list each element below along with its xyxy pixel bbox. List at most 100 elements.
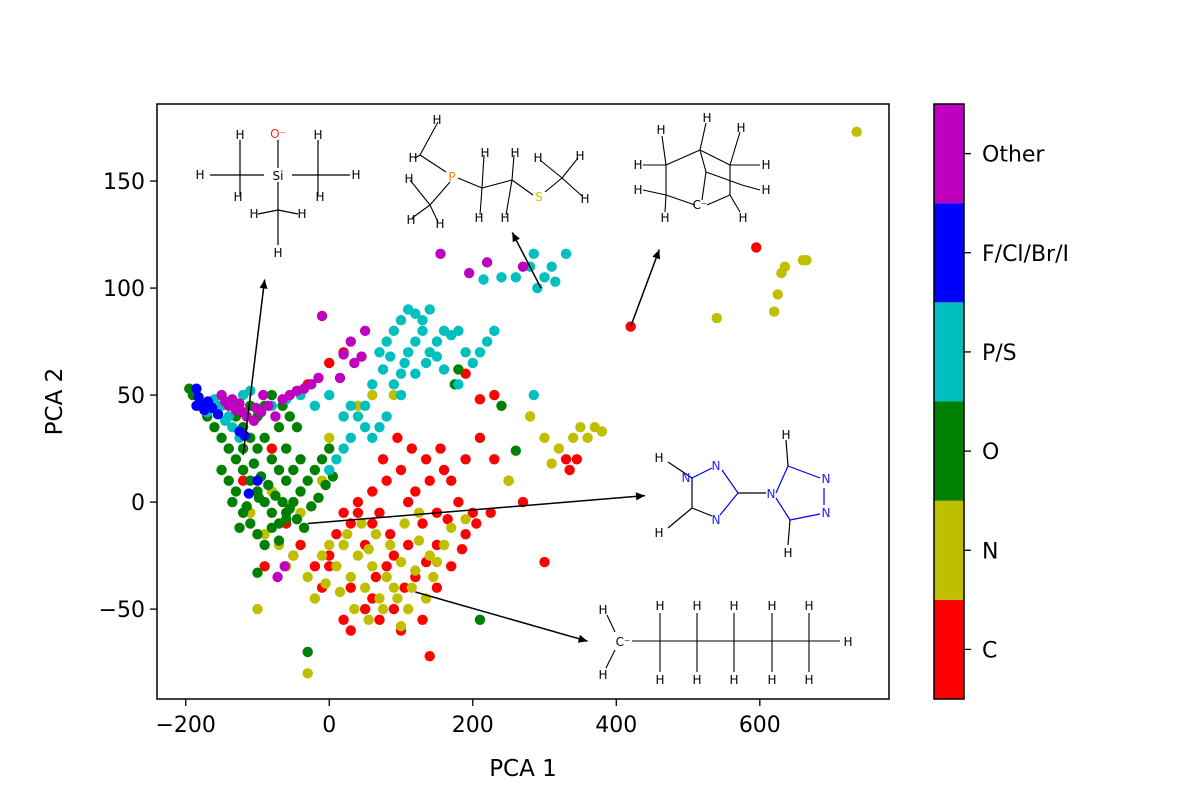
data-point-n bbox=[385, 539, 396, 551]
x-tick-label: 0 bbox=[322, 713, 336, 738]
colorbar-label: N bbox=[982, 539, 998, 564]
atom-h: H bbox=[598, 668, 607, 682]
data-point-p-s bbox=[374, 347, 385, 358]
atom-n: N bbox=[712, 459, 721, 473]
data-point-n bbox=[410, 565, 421, 576]
data-point-f-cl-br-i bbox=[199, 404, 210, 416]
data-point-n bbox=[460, 514, 471, 525]
data-point-p-s bbox=[345, 400, 356, 411]
data-point-c bbox=[359, 603, 371, 615]
colorbar: C N O P/S F/Cl/Br/I Other bbox=[933, 103, 1069, 700]
data-point-f-cl-br-i bbox=[239, 430, 250, 441]
data-point-other bbox=[234, 398, 245, 409]
data-point-n bbox=[288, 550, 299, 561]
data-point-other bbox=[435, 248, 446, 260]
data-point-p-s bbox=[496, 272, 507, 283]
data-point-p-s bbox=[550, 276, 561, 287]
atom-h: H bbox=[655, 599, 664, 613]
data-point-n bbox=[345, 571, 356, 583]
atom-h: H bbox=[533, 151, 542, 165]
data-point-n bbox=[377, 603, 389, 615]
atom-h: H bbox=[435, 217, 444, 231]
atom-h: H bbox=[404, 172, 413, 186]
data-point-c bbox=[417, 614, 428, 626]
data-point-p-s bbox=[539, 272, 550, 283]
data-point-o bbox=[234, 522, 245, 533]
data-point-p-s bbox=[478, 274, 489, 285]
data-point-n bbox=[553, 443, 565, 454]
points-group bbox=[184, 126, 862, 679]
data-point-n bbox=[406, 582, 417, 593]
data-point-c bbox=[474, 394, 486, 405]
data-point-other bbox=[349, 357, 360, 369]
data-point-p-s bbox=[453, 325, 464, 337]
data-point-p-s bbox=[402, 347, 414, 358]
data-point-n bbox=[446, 522, 457, 533]
data-point-other bbox=[248, 415, 260, 426]
data-point-c bbox=[331, 528, 342, 540]
data-point-p-s bbox=[546, 261, 557, 272]
data-point-p-s bbox=[420, 357, 432, 369]
data-point-c bbox=[324, 357, 335, 369]
atom-h: H bbox=[660, 211, 669, 225]
colorbar-label: P/S bbox=[982, 341, 1017, 366]
data-point-n bbox=[413, 507, 425, 518]
atom-h: H bbox=[692, 673, 701, 687]
data-point-other bbox=[316, 310, 328, 322]
data-point-p-s bbox=[481, 336, 493, 347]
atom-h: H bbox=[761, 158, 770, 172]
data-point-c bbox=[417, 518, 428, 529]
atom-h: H bbox=[654, 526, 663, 540]
data-point-o bbox=[291, 421, 303, 433]
data-point-c bbox=[338, 507, 349, 518]
data-point-n bbox=[428, 571, 439, 583]
data-point-o bbox=[273, 464, 285, 476]
annotation-arrow-line bbox=[307, 494, 646, 525]
data-point-n bbox=[352, 550, 364, 561]
data-point-n bbox=[320, 578, 331, 589]
data-point-p-s bbox=[453, 379, 464, 390]
annotation-arrow-head bbox=[512, 232, 520, 243]
data-point-n bbox=[801, 255, 812, 266]
axes: −200 0 200 400 600 −50 0 50 100 150 PCA 1 PCA 2 bbox=[42, 103, 890, 782]
data-point-f-cl-br-i bbox=[252, 475, 263, 486]
data-point-c bbox=[420, 454, 432, 465]
colorbar-frame bbox=[933, 103, 965, 700]
data-point-p-s bbox=[338, 443, 349, 454]
atom-h: H bbox=[736, 121, 745, 135]
data-point-c bbox=[424, 475, 435, 486]
data-point-c bbox=[424, 650, 435, 662]
data-point-c bbox=[388, 603, 400, 615]
data-point-p-s bbox=[309, 400, 321, 411]
data-point-o bbox=[306, 501, 317, 512]
atom-h: H bbox=[656, 123, 665, 137]
data-point-o bbox=[237, 464, 249, 476]
data-point-n bbox=[395, 556, 407, 568]
data-point-c bbox=[324, 550, 335, 561]
data-point-c bbox=[352, 507, 364, 518]
atom-h: H bbox=[408, 151, 417, 165]
data-point-c bbox=[571, 454, 583, 465]
y-tick-label: 50 bbox=[117, 384, 145, 409]
data-point-o bbox=[263, 479, 274, 491]
data-point-c bbox=[402, 539, 414, 551]
data-point-c bbox=[338, 614, 349, 626]
data-point-n bbox=[431, 556, 443, 568]
data-point-o bbox=[259, 432, 270, 444]
atom-o: O⁻ bbox=[270, 127, 286, 141]
data-point-p-s bbox=[324, 464, 335, 476]
atom-n: N bbox=[712, 513, 721, 527]
data-point-o bbox=[216, 432, 227, 444]
data-point-p-s bbox=[381, 336, 392, 347]
data-point-o bbox=[273, 421, 285, 433]
data-point-o bbox=[302, 646, 313, 658]
data-point-n bbox=[352, 400, 364, 411]
data-point-n bbox=[768, 306, 780, 317]
data-point-c bbox=[751, 242, 762, 253]
data-point-n bbox=[302, 571, 313, 583]
data-point-o bbox=[252, 528, 263, 540]
atom-n: N bbox=[822, 506, 831, 520]
data-point-n bbox=[363, 543, 374, 555]
atom-n: N bbox=[682, 471, 691, 485]
data-point-c bbox=[485, 507, 496, 518]
